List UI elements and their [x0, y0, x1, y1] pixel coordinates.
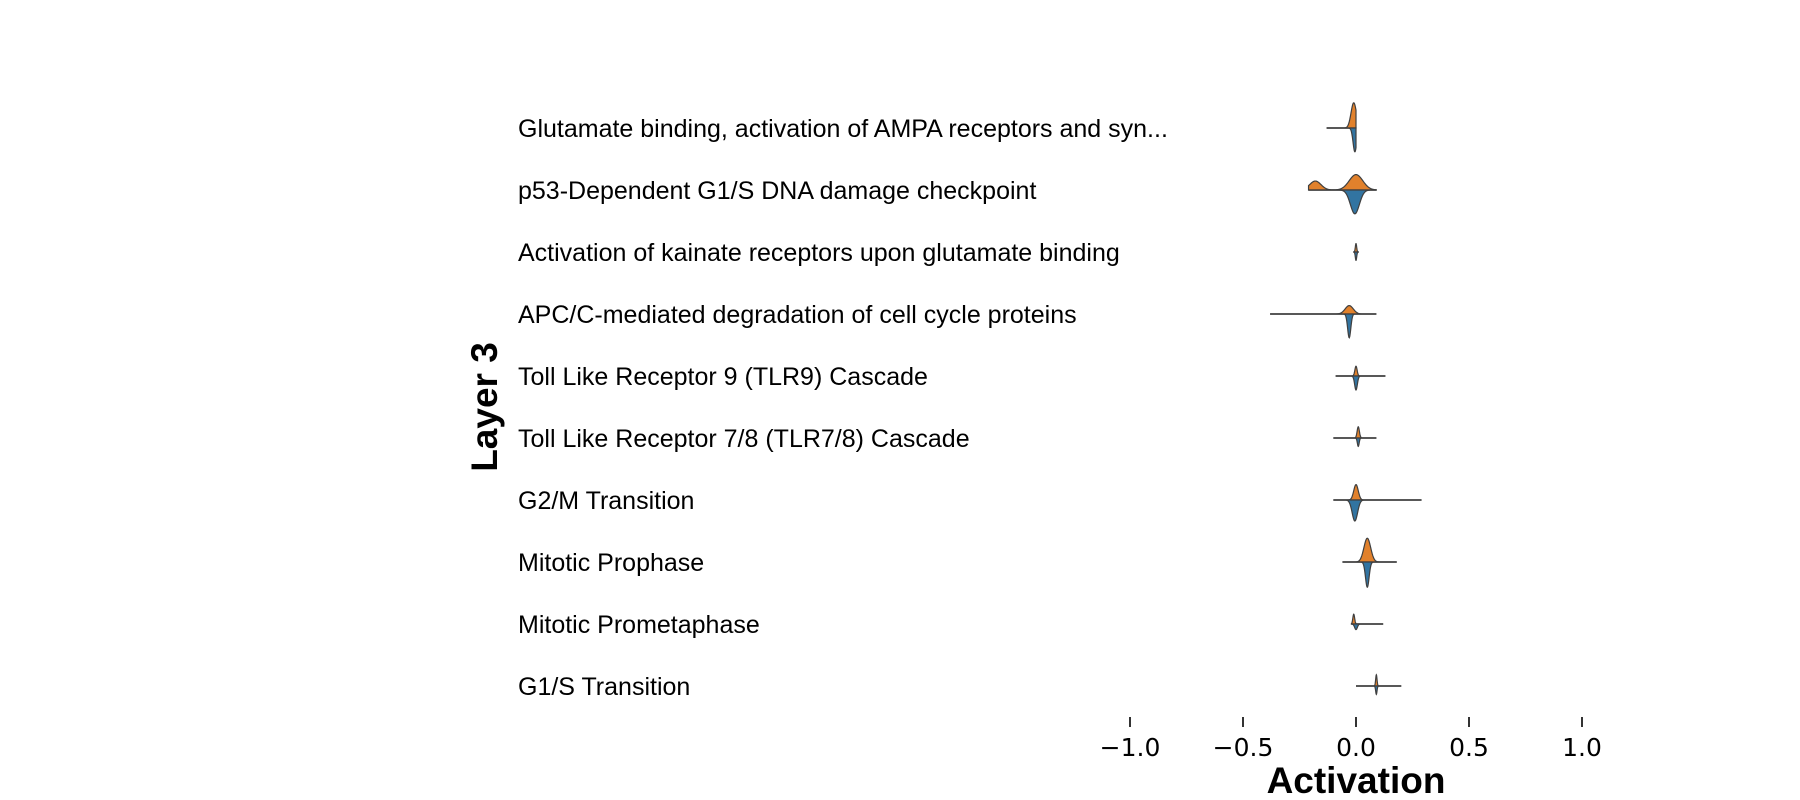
violin — [1356, 673, 1402, 696]
violin — [1270, 304, 1377, 339]
violin-upper-half — [1356, 673, 1402, 687]
category-labels: Glutamate binding, activation of AMPA re… — [518, 115, 1168, 701]
x-axis: −1.0 −0.5 0.0 0.5 1.0 Activation — [1100, 717, 1602, 800]
violin-lower-half — [1333, 499, 1422, 522]
category-label: Toll Like Receptor 9 (TLR9) Cascade — [518, 363, 928, 391]
violin-upper-half — [1335, 365, 1386, 377]
category-label: G2/M Transition — [518, 487, 694, 515]
violin-lower-half — [1342, 561, 1397, 588]
x-tick-label: −1.0 — [1100, 733, 1161, 762]
violin — [1353, 243, 1359, 261]
violin — [1333, 484, 1422, 522]
x-tick-label: −0.5 — [1213, 733, 1274, 762]
x-tick-label: 1.0 — [1562, 733, 1602, 762]
violin-upper-half — [1333, 484, 1422, 501]
violin — [1335, 365, 1386, 391]
category-label: G1/S Transition — [518, 673, 690, 701]
violin — [1307, 173, 1377, 215]
category-label: Mitotic Prophase — [518, 549, 704, 577]
category-label: Activation of kainate receptors upon glu… — [518, 239, 1120, 267]
violin-upper-half — [1333, 426, 1377, 439]
violin-upper-half — [1350, 613, 1384, 625]
violin — [1326, 102, 1357, 153]
violin-lower-half — [1326, 127, 1357, 153]
violin-upper-half — [1307, 173, 1377, 191]
category-label: Mitotic Prometaphase — [518, 611, 760, 639]
x-tick-label: 0.5 — [1449, 733, 1489, 762]
violin — [1350, 613, 1384, 631]
x-axis-title: Activation — [1267, 760, 1446, 800]
violin-upper-half — [1353, 243, 1359, 253]
violin-lower-half — [1350, 623, 1384, 631]
violin-plots — [1270, 102, 1422, 696]
violin-lower-half — [1335, 375, 1386, 391]
violin-lower-half — [1356, 685, 1402, 696]
violin-lower-half — [1333, 437, 1377, 448]
violin-upper-half — [1342, 537, 1397, 563]
x-axis-ticks: −1.0 −0.5 0.0 0.5 1.0 — [1100, 717, 1602, 762]
violin-upper-half — [1270, 304, 1377, 315]
x-tick-label: 0.0 — [1336, 733, 1376, 762]
violin — [1333, 426, 1377, 448]
category-label: APC/C-mediated degradation of cell cycle… — [518, 301, 1077, 329]
violin-lower-half — [1270, 313, 1377, 339]
category-label: Glutamate binding, activation of AMPA re… — [518, 115, 1168, 143]
violin — [1342, 537, 1397, 588]
violin-lower-half — [1308, 189, 1377, 215]
violin-upper-half — [1326, 102, 1357, 129]
category-label: Toll Like Receptor 7/8 (TLR7/8) Cascade — [518, 425, 970, 453]
category-label: p53-Dependent G1/S DNA damage checkpoint — [518, 177, 1036, 205]
y-axis-title: Layer 3 — [464, 342, 505, 472]
violin-lower-half — [1353, 251, 1359, 261]
